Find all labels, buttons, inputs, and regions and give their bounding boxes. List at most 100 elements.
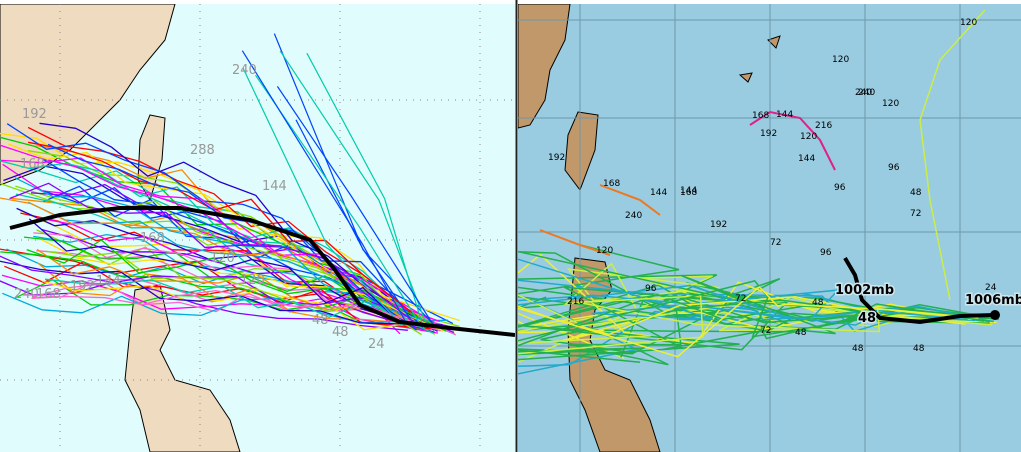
ensemble-track	[276, 86, 434, 326]
hour-label: 48	[795, 328, 807, 338]
hour-label: 120	[800, 132, 817, 142]
hour-label: 240	[14, 287, 39, 302]
hour-label: 48	[913, 344, 925, 354]
ensemble-track	[27, 126, 429, 327]
ensemble-track	[599, 184, 661, 216]
hour-label: 120	[240, 273, 265, 288]
hour-label: 96	[834, 183, 846, 193]
ensemble-track	[0, 280, 408, 331]
ensemble-track	[28, 162, 422, 326]
storm-position	[990, 310, 1000, 320]
ensemble-track	[749, 110, 836, 171]
pressure-label: 1002mb	[835, 283, 894, 298]
hour-label: 48	[858, 311, 876, 326]
ensemble-track	[42, 280, 405, 331]
hour-label: 168	[680, 188, 697, 198]
hour-label: 72	[760, 326, 771, 336]
hour-label: 72	[910, 209, 921, 219]
ensemble-track	[1, 274, 439, 334]
ensemble-track	[31, 289, 441, 332]
ensemble-track	[242, 67, 402, 326]
ensemble-track	[0, 251, 443, 330]
ensemble-track	[36, 262, 450, 328]
hour-label: 24	[985, 283, 997, 293]
ensemble-track	[518, 250, 968, 335]
hour-label: 48	[910, 188, 922, 198]
hour-label: 96	[645, 284, 657, 294]
ensemble-track	[28, 218, 401, 324]
hour-label: 240	[858, 88, 875, 98]
ensemble-track	[44, 278, 434, 334]
hour-label: 48	[852, 344, 864, 354]
land-china	[518, 4, 571, 129]
ensemble-track	[39, 122, 438, 332]
ensemble-track	[27, 201, 405, 327]
hour-label: 168	[140, 231, 165, 246]
ensemble-track	[241, 50, 408, 326]
ensemble-track	[518, 296, 976, 336]
hour-label: 144	[650, 188, 667, 198]
ensemble-track	[15, 185, 425, 325]
mean-track	[9, 206, 515, 337]
ensemble-track	[15, 193, 413, 325]
ensemble-track	[295, 119, 415, 326]
ensemble-track	[279, 50, 428, 326]
hour-label: 72	[770, 238, 781, 248]
hour-label: 240	[625, 211, 642, 221]
ensemble-track	[14, 177, 424, 321]
hour-label: 96	[820, 248, 832, 258]
hour-label: 72	[735, 294, 746, 304]
hour-label: 48	[332, 325, 349, 340]
hour-label: 96	[888, 163, 900, 173]
ensemble-track	[31, 283, 411, 324]
ensemble-track	[47, 143, 417, 331]
ensemble-track	[518, 284, 968, 326]
hour-label: 168	[20, 157, 45, 172]
hour-label: 120	[882, 99, 899, 109]
hour-label: 120	[210, 251, 235, 266]
land-china	[0, 4, 176, 186]
ensemble-track	[255, 74, 422, 326]
hour-label: 144	[776, 110, 793, 120]
ensemble-track	[518, 295, 973, 355]
land-luzon	[124, 284, 241, 452]
hour-label: 144	[262, 179, 287, 194]
hour-label: 288	[190, 143, 215, 158]
pressure-label: 1006mb	[965, 293, 1021, 308]
hour-label: 144	[680, 186, 697, 196]
hour-label: 192	[710, 220, 727, 230]
hour-label: 240	[232, 63, 257, 78]
ensemble-track	[539, 229, 611, 256]
hour-label: 24	[368, 337, 385, 352]
hour-label: 48	[312, 313, 329, 328]
hour-label: 168	[36, 287, 61, 302]
mean-track	[843, 256, 996, 325]
hour-label: 168	[603, 179, 620, 189]
hour-label: 48	[812, 298, 824, 308]
hour-label: 168	[752, 111, 769, 121]
ensemble-track	[4, 261, 438, 331]
hour-label: 144	[96, 274, 121, 289]
ensemble-track	[919, 9, 986, 301]
hour-label: 216	[815, 121, 832, 131]
hour-label: 216	[567, 297, 584, 307]
hour-label: 240	[855, 88, 872, 98]
hour-label: 192	[22, 107, 47, 122]
ensemble-track	[518, 285, 979, 358]
hour-label: 192	[760, 129, 777, 139]
ensemble-track	[36, 248, 437, 330]
hour-label: 120	[596, 246, 613, 256]
hour-label: 120	[832, 55, 849, 65]
hour-label: 120	[960, 18, 977, 28]
hour-label: 192	[548, 153, 565, 163]
ensemble-track	[306, 52, 424, 326]
ensemble-track	[2, 292, 448, 324]
land-islands	[738, 35, 781, 83]
left-map: 192 168 240 288 144 240 168 192 144 120 …	[0, 4, 515, 452]
hour-label: 192	[70, 279, 95, 294]
hour-label: 144	[798, 154, 815, 164]
ensemble-tracks	[0, 33, 460, 336]
